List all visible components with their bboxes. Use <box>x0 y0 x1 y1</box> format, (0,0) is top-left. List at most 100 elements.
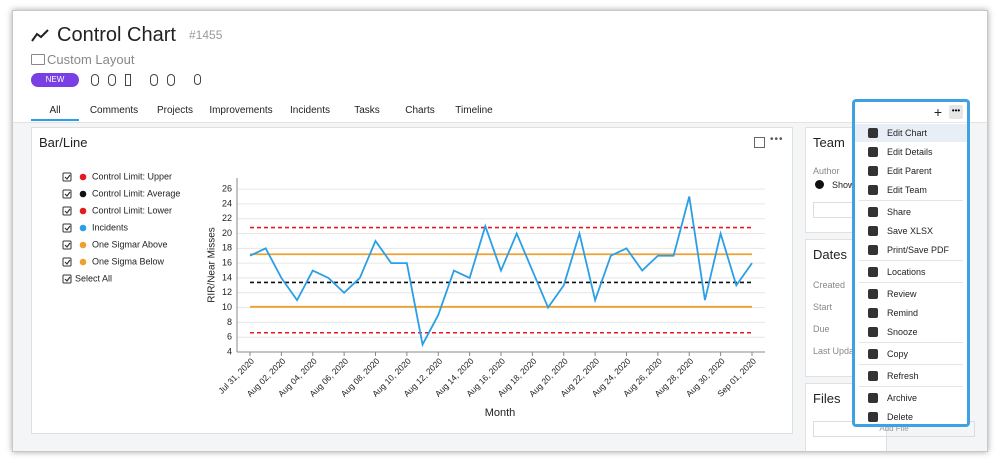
menu-item[interactable]: Share <box>855 203 967 221</box>
y-axis-label: RIR/Near Misses <box>207 227 218 303</box>
select-all-checkbox <box>62 274 72 284</box>
menu-item[interactable]: Snooze <box>855 323 967 341</box>
menu-item[interactable]: Edit Chart <box>855 124 967 142</box>
menu-icon <box>868 289 878 299</box>
menu-label: Delete <box>887 412 914 422</box>
expand-icon[interactable] <box>754 137 765 148</box>
legend-check <box>64 242 71 248</box>
zoom-icon[interactable] <box>193 74 202 85</box>
y-tick-label: 22 <box>222 213 232 223</box>
page-title: Control Chart <box>57 24 176 46</box>
menu-item[interactable]: Review <box>855 285 967 303</box>
menu-label: Review <box>887 289 917 299</box>
menu-icon <box>868 349 878 359</box>
select-all-check <box>64 276 71 282</box>
select-all-label: Select All <box>75 273 112 283</box>
menu-label: Archive <box>887 393 918 403</box>
window: Control Chart #1455 Custom Layout NEW Al… <box>12 10 988 452</box>
alarm-icon[interactable] <box>150 74 159 86</box>
menu-icon <box>868 412 878 422</box>
menu-item[interactable]: Archive <box>855 389 967 407</box>
legend-check <box>64 174 71 180</box>
button-label: Add File <box>879 424 909 433</box>
field-label: Due <box>813 324 830 334</box>
tab[interactable]: Timeline <box>455 105 493 116</box>
menu-icon <box>868 128 878 138</box>
field-label: Created <box>813 280 846 290</box>
panel-title: Team <box>813 135 845 150</box>
legend-swatch <box>79 173 87 181</box>
menu-item[interactable]: Delete <box>855 408 967 426</box>
tab[interactable]: Improvements <box>209 105 273 116</box>
menu-divider <box>859 342 963 343</box>
menu-item[interactable]: Edit Details <box>855 143 967 161</box>
tab[interactable]: Charts <box>405 105 435 116</box>
tab[interactable]: Comments <box>89 105 139 116</box>
menu-divider <box>859 364 963 365</box>
legend-checkbox <box>62 223 72 233</box>
menu-label: Edit Parent <box>887 166 932 176</box>
menu-item[interactable]: Remind <box>855 304 967 322</box>
menu-icon <box>868 371 878 381</box>
x-axis-label: Month <box>485 407 516 419</box>
header: Control Chart #1455 Custom Layout NEW Al… <box>13 11 987 123</box>
menu-divider <box>855 122 967 123</box>
menu-item[interactable]: Copy <box>855 345 967 363</box>
legend-check <box>64 191 71 197</box>
menu-icon <box>868 245 878 255</box>
like-icon[interactable] <box>91 74 99 86</box>
bookmark-icon[interactable] <box>124 74 132 86</box>
y-tick-label: 4 <box>227 346 232 356</box>
menu-icon <box>868 267 878 277</box>
tab[interactable]: Projects <box>156 105 194 116</box>
snooze-icon[interactable] <box>167 74 175 86</box>
tab[interactable]: Incidents <box>289 105 331 116</box>
folder-icon <box>31 54 45 65</box>
menu-item[interactable]: Print/Save PDF <box>855 241 967 259</box>
author-name: Show <box>832 180 855 190</box>
menu-item[interactable]: Save XLSX <box>855 222 967 240</box>
menu-icon <box>868 393 878 403</box>
y-tick-label: 12 <box>222 287 232 297</box>
field-label: Last Upda <box>813 346 855 356</box>
legend-check <box>64 225 71 231</box>
menu-label: Snooze <box>887 327 918 337</box>
menu-label: Refresh <box>887 371 919 381</box>
legend-label: One Sigma Below <box>92 256 165 266</box>
panel-title: Dates <box>813 247 847 262</box>
menu-icon <box>868 185 878 195</box>
menu-item[interactable]: Locations <box>855 263 967 281</box>
menu-icon <box>868 166 878 176</box>
legend-checkbox <box>62 172 72 182</box>
toolbar <box>91 74 202 86</box>
menu-item[interactable]: Edit Team <box>855 181 967 199</box>
menu-divider <box>859 200 963 201</box>
y-tick-label: 18 <box>222 243 232 253</box>
menu-label: Edit Chart <box>887 128 928 138</box>
menu-icon <box>868 147 878 157</box>
context-menu: + ••• Edit Chart Edit Details Edit Parent E… <box>852 99 970 427</box>
y-tick-label: 8 <box>227 317 232 327</box>
legend-label: One Sigmar Above <box>92 239 168 249</box>
panel-title: Files <box>813 391 841 406</box>
menu-item[interactable]: Edit Parent <box>855 162 967 180</box>
legend-swatch <box>79 241 87 249</box>
legend-swatch <box>79 224 87 232</box>
legend-checkbox <box>62 257 72 267</box>
menu-label: Edit Team <box>887 185 927 195</box>
status-button[interactable]: NEW <box>31 73 79 87</box>
menu-item[interactable]: Refresh <box>855 367 967 385</box>
check-icon[interactable] <box>107 74 116 86</box>
y-tick-label: 16 <box>222 258 232 268</box>
legend-label: Control Limit: Lower <box>92 205 172 215</box>
more-icon[interactable]: ••• <box>770 134 784 145</box>
layout-name: Custom Layout <box>47 52 135 67</box>
tab[interactable]: Tasks <box>354 105 380 116</box>
active-tab-underline <box>31 119 79 121</box>
add-icon[interactable]: + <box>933 104 943 120</box>
legend-checkbox <box>62 240 72 250</box>
more-icon[interactable]: ••• <box>949 105 963 119</box>
legend-check <box>64 259 71 265</box>
tab[interactable]: All <box>49 105 61 116</box>
menu-icon <box>868 207 878 217</box>
